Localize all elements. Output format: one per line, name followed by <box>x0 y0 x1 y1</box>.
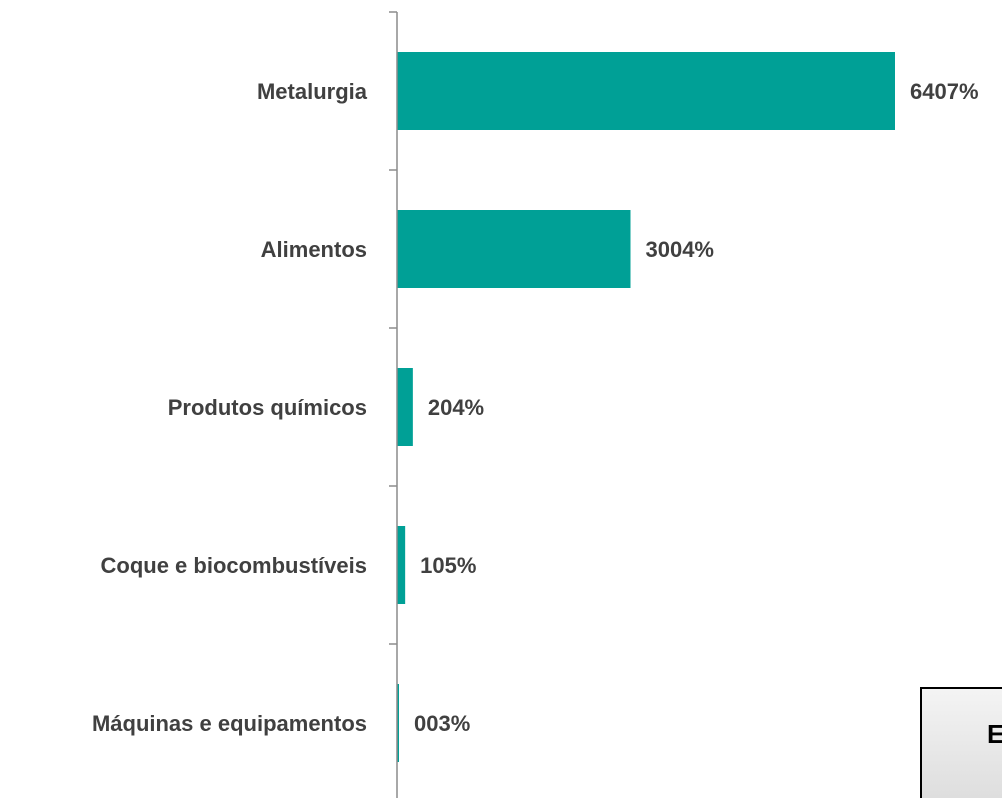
data-label: 105% <box>420 553 476 578</box>
category-label: Máquinas e equipamentos <box>92 711 367 736</box>
category-label: Produtos químicos <box>168 395 367 420</box>
category-axis <box>389 11 398 798</box>
overlay-box-text: E <box>987 719 1002 749</box>
overlay-box: E <box>920 687 1002 803</box>
bar <box>397 368 413 446</box>
bar <box>397 526 406 604</box>
data-label: 3004% <box>645 237 714 262</box>
bar <box>397 210 631 288</box>
data-label: 204% <box>428 395 484 420</box>
category-label: Alimentos <box>261 237 367 262</box>
data-label: 6407% <box>910 79 979 104</box>
labels-layer: Metalurgia 6407% Alimentos 3004% Produtos qu… <box>92 79 979 736</box>
bar <box>397 684 399 762</box>
data-label: 003% <box>414 711 470 736</box>
category-label: Metalurgia <box>257 79 368 104</box>
bar <box>397 52 895 130</box>
category-label: Coque e biocombustíveis <box>101 553 368 578</box>
bars-layer <box>397 52 895 762</box>
